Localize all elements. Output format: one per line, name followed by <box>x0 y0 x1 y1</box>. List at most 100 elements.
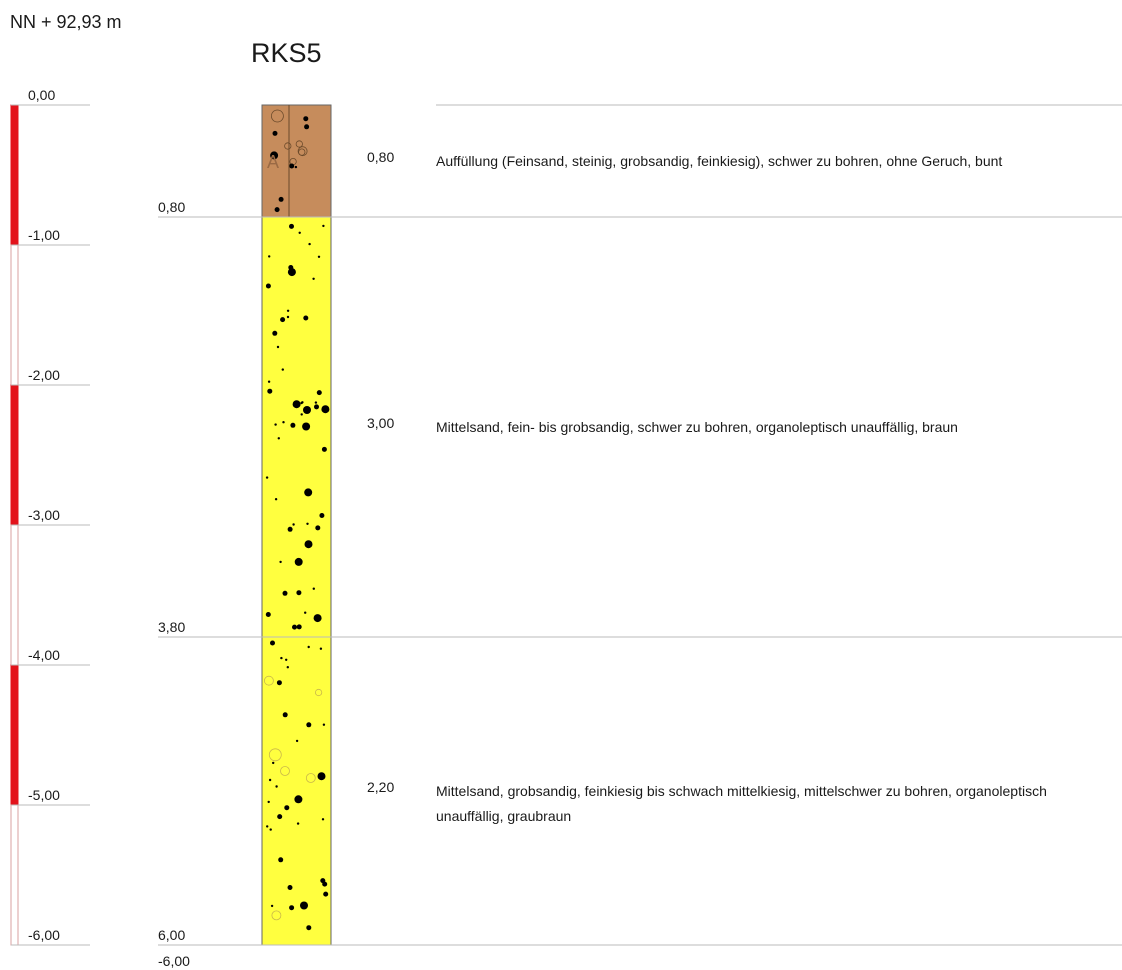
scale-tick-label: -4,00 <box>28 647 60 663</box>
grain-symbol <box>281 368 284 371</box>
scale-tick-label: -6,00 <box>28 927 60 943</box>
grain-symbol <box>286 666 289 669</box>
grain-symbol <box>301 401 304 404</box>
grain-symbol <box>312 587 315 590</box>
layer-thickness: 3,00 <box>367 415 395 431</box>
grain-symbol <box>276 345 280 349</box>
scale-tick-label: -3,00 <box>28 507 60 523</box>
grain-symbol <box>323 891 329 897</box>
grain-symbol <box>321 446 327 452</box>
grain-symbol <box>278 857 284 863</box>
grain-symbol <box>315 525 321 531</box>
grain-symbol <box>308 242 311 246</box>
grain-symbol <box>277 437 280 440</box>
layer-bottom-depth: 0,80 <box>158 199 186 215</box>
layer-description: Mittelsand, grobsandig, feinkiesig bis s… <box>436 783 1047 824</box>
layer-bottom-depth: 6,00 <box>158 927 186 943</box>
layer-description: Mittelsand, fein- bis grobsandig, schwer… <box>436 419 958 435</box>
grain-symbol <box>292 624 297 630</box>
grain-symbol <box>274 423 277 426</box>
grain-symbol <box>270 151 279 160</box>
grain-symbol <box>312 277 315 280</box>
elevation-label: NN + 92,93 m <box>10 12 122 32</box>
scale-segment <box>10 664 19 806</box>
grain-symbol <box>296 624 302 630</box>
grain-symbol <box>282 421 285 424</box>
grain-symbol <box>287 268 296 277</box>
grain-symbol <box>277 814 283 820</box>
soil-column: A <box>261 104 332 946</box>
grain-symbol <box>314 404 319 410</box>
grain-symbol <box>290 422 296 428</box>
grain-symbol <box>282 712 288 718</box>
scale-segment <box>10 524 19 666</box>
grain-symbol <box>280 766 290 776</box>
grain-symbol <box>304 540 313 549</box>
grain-symbol <box>306 522 309 525</box>
grain-symbol <box>304 488 313 497</box>
grain-symbol <box>286 315 290 319</box>
layer-description: Auffüllung (Feinsand, steinig, grobsandi… <box>436 153 1003 169</box>
grain-symbol <box>303 406 311 414</box>
grain-symbol <box>271 910 282 921</box>
grain-symbol <box>295 140 303 148</box>
grain-symbol <box>268 748 282 762</box>
grain-symbol <box>263 675 274 686</box>
grain-symbol <box>267 800 270 804</box>
grain-symbol <box>265 283 271 289</box>
grain-symbol <box>322 881 328 887</box>
grain-symbol <box>317 255 321 258</box>
grain-symbol <box>284 142 292 150</box>
grain-symbol <box>319 513 325 518</box>
grain-symbol <box>321 818 325 821</box>
grain-symbol <box>314 401 318 404</box>
grain-symbol <box>292 523 295 526</box>
scale-tick-label: -2,00 <box>28 367 60 383</box>
grain-symbol <box>298 231 301 234</box>
scale-tick-label: -5,00 <box>28 787 60 803</box>
grain-symbol <box>274 207 280 213</box>
grain-symbol <box>266 825 269 828</box>
grain-symbol <box>275 785 278 788</box>
grain-symbol <box>268 778 272 782</box>
grain-symbol <box>287 526 293 532</box>
grain-symbol <box>317 772 326 781</box>
grain-symbol <box>285 658 288 661</box>
grain-symbol <box>267 388 273 394</box>
grain-symbol <box>270 640 275 646</box>
grain-symbol <box>296 590 302 596</box>
grain-symbol <box>294 557 303 566</box>
scale-segment <box>10 804 19 946</box>
grain-symbol <box>289 223 294 229</box>
final-depth-label: -6,00 <box>158 953 190 969</box>
grain-symbol <box>270 109 284 123</box>
grain-symbol <box>272 130 278 136</box>
layer-fill <box>261 216 332 638</box>
grain-symbol <box>280 656 283 660</box>
grain-symbol <box>284 805 290 811</box>
grain-symbol <box>322 723 326 726</box>
layer-bottom-depth: 3,80 <box>158 619 186 635</box>
grain-symbol <box>316 390 322 396</box>
grain-symbol <box>303 116 309 122</box>
grain-symbol <box>286 309 290 312</box>
grain-symbol <box>294 795 303 804</box>
layer-boundary-lines <box>158 104 1122 946</box>
grain-symbol <box>292 400 301 409</box>
scale-segment <box>10 384 19 526</box>
grain-symbol <box>302 422 311 431</box>
borehole-title: RKS5 <box>251 38 322 68</box>
scale-segment <box>10 104 19 246</box>
grain-symbol <box>314 688 323 697</box>
grain-symbol <box>274 498 278 501</box>
grain-symbol <box>280 317 286 323</box>
grain-symbol <box>289 905 295 911</box>
grain-symbol <box>268 255 271 258</box>
grain-symbol <box>294 165 298 169</box>
grain-symbol <box>265 612 271 617</box>
layer-thickness: 2,20 <box>367 779 395 795</box>
grain-symbol <box>295 739 299 743</box>
grain-symbol <box>304 611 307 614</box>
grain-symbol <box>321 405 330 414</box>
